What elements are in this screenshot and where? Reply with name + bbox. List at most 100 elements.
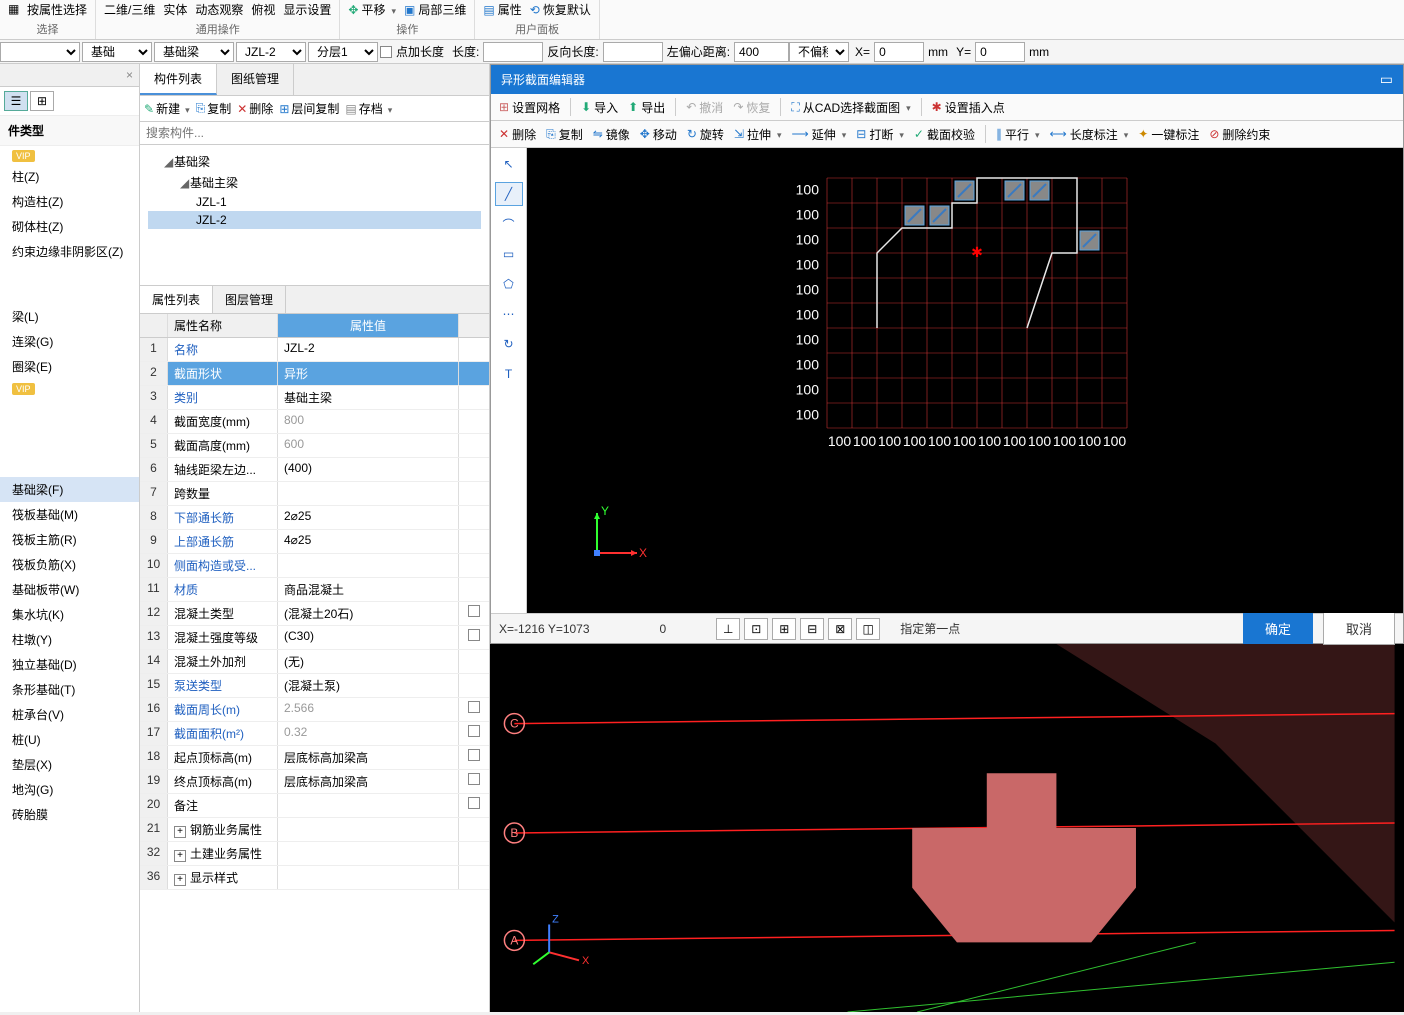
floor-copy-button[interactable]: ⊞层间复制 [279, 100, 339, 117]
y-input[interactable] [975, 42, 1025, 62]
snap-icon-1[interactable]: ⊥ [716, 618, 740, 640]
archive-button[interactable]: ▤存档 [345, 100, 392, 117]
filter-select-1[interactable] [0, 42, 80, 62]
editor-canvas[interactable]: 1001001001001001001001001001001001001001… [527, 148, 1403, 613]
ok-button[interactable]: 确定 [1243, 613, 1313, 644]
category-item[interactable]: 地沟(G) [0, 777, 139, 802]
side-tool-rect[interactable]: ▭ [495, 242, 523, 266]
set-grid-tool[interactable]: ⊞设置网格 [499, 99, 560, 116]
category-item[interactable]: 条形基础(T) [0, 677, 139, 702]
snap-icon-3[interactable]: ⊞ [772, 618, 796, 640]
property-row[interactable]: 2截面形状异形 [140, 362, 489, 386]
category-item[interactable]: 圈梁(E) [0, 354, 139, 379]
restore-default[interactable]: ⟲恢复默认 [530, 1, 591, 18]
category-item[interactable]: 构造柱(Z) [0, 189, 139, 214]
reverse-length-input[interactable] [603, 42, 663, 62]
snap-icon-4[interactable]: ⊟ [800, 618, 824, 640]
category-item[interactable]: 基础板带(W) [0, 577, 139, 602]
category-item[interactable]: 梁(L) [0, 304, 139, 329]
mirror-tool[interactable]: ⇋镜像 [593, 126, 630, 143]
property-row[interactable]: 3类别基础主梁 [140, 386, 489, 410]
length-input[interactable] [483, 42, 543, 62]
redo-tool[interactable]: ↷恢复 [733, 99, 770, 116]
filter-select-category[interactable]: 基础 [82, 42, 152, 62]
cad-select-tool[interactable]: ⛶从CAD选择截面图 [791, 99, 910, 116]
side-tool-polygon[interactable]: ⬠ [495, 272, 523, 296]
property-row[interactable]: 13混凝土强度等级(C30) [140, 626, 489, 650]
tab-drawing-manage[interactable]: 图纸管理 [217, 64, 294, 95]
property-row[interactable]: 19终点顶标高(m)层底标高加梁高 [140, 770, 489, 794]
del-constraint-tool[interactable]: ⊘删除约束 [1209, 126, 1270, 143]
property-row[interactable]: 4截面宽度(mm)800 [140, 410, 489, 434]
tree-node-root[interactable]: ◢基础梁 [148, 151, 481, 172]
tab-component-list[interactable]: 构件列表 [140, 64, 217, 95]
category-item[interactable]: 筏板基础(M) [0, 502, 139, 527]
view-top[interactable]: 俯视 [251, 1, 275, 18]
property-row[interactable]: 10侧面构造或受... [140, 554, 489, 578]
pan-tool[interactable]: ✥平移 [348, 1, 396, 18]
view-orbit[interactable]: 动态观察 [195, 1, 243, 18]
insert-point-tool[interactable]: ✱设置插入点 [932, 99, 1005, 116]
property-row[interactable]: 11材质商品混凝土 [140, 578, 489, 602]
filter-select-layer[interactable]: 分层1 [308, 42, 378, 62]
side-tool-line[interactable]: ╱ [495, 182, 523, 206]
rotate-tool[interactable]: ↻旋转 [687, 126, 724, 143]
tab-layer-manage[interactable]: 图层管理 [213, 286, 286, 313]
local-3d-tool[interactable]: ▣局部三维 [404, 1, 466, 18]
copy-tool[interactable]: ⎘复制 [546, 126, 583, 143]
point-length-checkbox[interactable] [380, 46, 392, 58]
tab-property-list[interactable]: 属性列表 [140, 286, 213, 313]
parallel-tool[interactable]: ∥平行 [996, 126, 1040, 143]
category-item[interactable]: 筏板负筋(X) [0, 552, 139, 577]
dim-length-tool[interactable]: ⟷长度标注 [1050, 126, 1129, 143]
property-row[interactable]: 5截面高度(mm)600 [140, 434, 489, 458]
properties-toggle[interactable]: ▤属性 [483, 1, 521, 18]
stretch-tool[interactable]: ⇲拉伸 [734, 126, 782, 143]
snap-icon-6[interactable]: ◫ [856, 618, 880, 640]
property-row[interactable]: 21+钢筋业务属性 [140, 818, 489, 842]
x-input[interactable] [874, 42, 924, 62]
property-row[interactable]: 14混凝土外加剂(无) [140, 650, 489, 674]
property-row[interactable]: 12混凝土类型(混凝土20石) [140, 602, 489, 626]
new-button[interactable]: ✎新建 [144, 100, 190, 117]
property-row[interactable]: 32+土建业务属性 [140, 842, 489, 866]
filter-select-type[interactable]: 基础梁 [154, 42, 234, 62]
snap-icon-5[interactable]: ⊠ [828, 618, 852, 640]
category-item[interactable]: 砖胎膜 [0, 802, 139, 827]
category-item[interactable]: 基础梁(F) [0, 477, 139, 502]
property-row[interactable]: 15泵送类型(混凝土泵) [140, 674, 489, 698]
property-row[interactable]: 1名称JZL-2 [140, 338, 489, 362]
offset-select[interactable]: 不偏移 [789, 42, 849, 62]
verify-tool[interactable]: ✓截面校验 [914, 126, 975, 143]
select-by-property[interactable]: ▦按属性选择 [8, 1, 87, 18]
3d-viewport[interactable]: C B A X Z [490, 644, 1404, 1012]
view-toggle-grid[interactable]: ⊞ [30, 91, 54, 111]
property-row[interactable]: 36+显示样式 [140, 866, 489, 890]
side-tool-pointer[interactable]: ↖ [495, 152, 523, 176]
category-item[interactable]: 砌体柱(Z) [0, 214, 139, 239]
category-item[interactable]: 柱(Z) [0, 164, 139, 189]
export-tool[interactable]: ⬆导出 [628, 99, 665, 116]
property-row[interactable]: 17截面面积(m²)0.32 [140, 722, 489, 746]
side-tool-text[interactable]: T [495, 362, 523, 386]
view-solid[interactable]: 实体 [163, 1, 187, 18]
property-row[interactable]: 6轴线距梁左边...(400) [140, 458, 489, 482]
auto-dim-tool[interactable]: ✦一键标注 [1138, 126, 1199, 143]
property-row[interactable]: 20备注 [140, 794, 489, 818]
category-item[interactable]: 集水坑(K) [0, 602, 139, 627]
category-item[interactable]: 连梁(G) [0, 329, 139, 354]
undo-tool[interactable]: ↶撤消 [686, 99, 723, 116]
category-item[interactable]: 桩(U) [0, 727, 139, 752]
extend-tool[interactable]: ⟶延伸 [792, 126, 847, 143]
delete-button[interactable]: ✕删除 [237, 100, 273, 117]
del-tool[interactable]: ✕删除 [499, 126, 536, 143]
side-tool-rotate[interactable]: ↻ [495, 332, 523, 356]
tree-node-jzl1[interactable]: JZL-1 [148, 193, 481, 211]
view-toggle-list[interactable]: ☰ [4, 91, 28, 111]
property-row[interactable]: 16截面周长(m)2.566 [140, 698, 489, 722]
property-row[interactable]: 7跨数量 [140, 482, 489, 506]
display-settings[interactable]: 显示设置 [283, 1, 331, 18]
tree-node-main[interactable]: ◢基础主梁 [148, 172, 481, 193]
side-tool-point[interactable]: ⋯ [495, 302, 523, 326]
eccentricity-input[interactable] [734, 42, 789, 62]
